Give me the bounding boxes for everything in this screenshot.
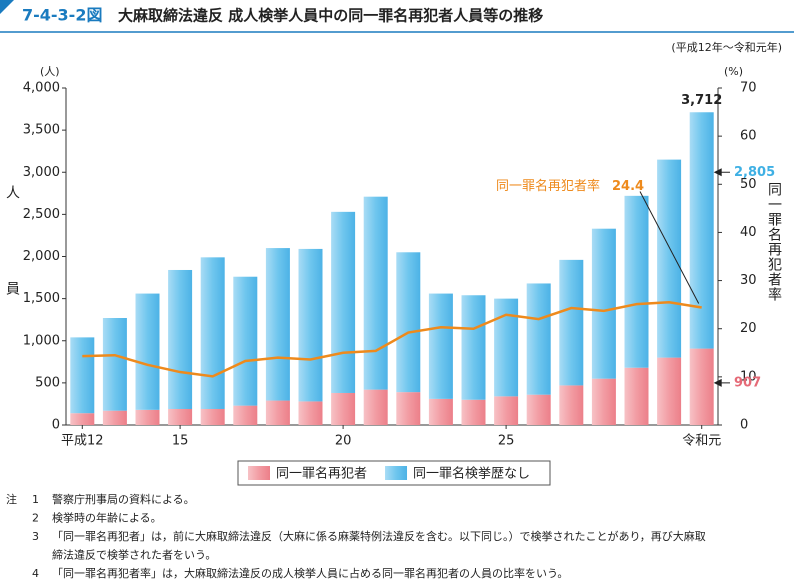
y-tick-label: 500 [35, 375, 60, 390]
bar [70, 337, 95, 414]
corner-mark [0, 0, 14, 14]
y2-tick-label: 40 [740, 225, 757, 240]
bar [526, 283, 551, 395]
y2-unit: (%) [724, 65, 743, 78]
x-tick-label: 25 [498, 434, 515, 449]
bar [559, 259, 584, 386]
note-text: 検挙時の年齢による。 [52, 511, 162, 525]
bar [689, 112, 714, 349]
bar [363, 196, 388, 390]
note-text: 警察庁刑事局の資料による。 [52, 492, 195, 506]
bar [168, 269, 193, 409]
arrow-head [713, 168, 722, 177]
y-tick-label: 3,500 [23, 123, 60, 138]
bar [657, 159, 682, 358]
bar [591, 378, 616, 425]
x-tick-label: 20 [335, 434, 352, 449]
bar [331, 392, 356, 425]
bar [428, 398, 453, 425]
y2-tick-label: 50 [740, 177, 757, 192]
bar [461, 399, 486, 425]
bar [135, 409, 160, 425]
bar [591, 228, 616, 379]
bar [461, 295, 486, 400]
y2-tick-label: 20 [740, 321, 757, 336]
bar [265, 400, 290, 425]
bar [298, 401, 323, 425]
bar [102, 318, 127, 411]
y-tick-label: 3,000 [23, 165, 60, 180]
value-label: 24.4 [612, 179, 644, 194]
total-label: 3,712 [681, 93, 722, 108]
bar [689, 348, 714, 425]
bar [363, 389, 388, 425]
bar [428, 293, 453, 399]
y-tick-label: 2,500 [23, 207, 60, 222]
figure-number: 7-4-3-2図 [22, 6, 102, 25]
bar [102, 410, 127, 425]
y-tick-label: 1,500 [23, 291, 60, 306]
y-tick-label: 4,000 [23, 81, 60, 96]
notes: 注 1 警察庁刑事局の資料による。 2 検挙時の年齢による。 3 「同一罪名再犯者」は，前に… [6, 492, 706, 580]
bar [200, 257, 225, 409]
bar [494, 396, 519, 425]
x-tick-label: 令和元 [682, 434, 721, 449]
y-tick-label: 1,000 [23, 333, 60, 348]
note-number: 2 [32, 512, 39, 525]
arrow-head [713, 378, 722, 387]
y-axis-label: 人員 [4, 185, 20, 377]
y2-tick-label: 10 [740, 369, 757, 384]
note-number: 3 [32, 530, 39, 543]
bar [200, 408, 225, 425]
line-name: 同一罪名再犯者率 [496, 178, 600, 194]
value-label: 2,805 [734, 165, 775, 180]
bar [233, 276, 258, 406]
bar [526, 394, 551, 425]
note-number: 4 [32, 567, 39, 580]
bar [559, 385, 584, 425]
legend-label: 同一罪名検挙歴なし [413, 466, 530, 482]
legend-swatch [248, 466, 270, 480]
figure-title: 大麻取締法違反 成人検挙人員中の同一罪名再犯者人員等の推移 [118, 7, 543, 25]
notes-label: 注 [6, 492, 17, 506]
bar [233, 405, 258, 425]
y-tick-label: 0 [52, 418, 60, 433]
bar [624, 195, 649, 368]
note-text: 締法違反で検挙された者をいう。 [52, 548, 216, 562]
bar [624, 367, 649, 425]
note-text: 「同一罪名再犯者率」は，大麻取締法違反の成人検挙人員に占める同一罪名再犯者の人員… [52, 566, 568, 580]
bar [265, 248, 290, 401]
subtitle: (平成12年～令和元年) [671, 40, 782, 54]
y-tick-label: 2,000 [23, 249, 60, 264]
bar [331, 211, 356, 393]
bar [135, 293, 160, 410]
y2-tick-label: 60 [740, 129, 757, 144]
legend-swatch [385, 466, 408, 480]
note-text: 「同一罪名再犯者」は，前に大麻取締法違反（大麻に係る麻薬特例法違反を含む。以下同… [52, 529, 706, 543]
bar [657, 357, 682, 425]
line [82, 300, 702, 378]
x-tick-label: 平成12 [61, 434, 104, 449]
y2-tick-label: 0 [740, 418, 748, 433]
annotation-arrow [639, 191, 700, 304]
bar [494, 298, 519, 397]
bar [298, 248, 323, 402]
bar [70, 413, 95, 425]
bar [396, 392, 421, 425]
x-tick-label: 15 [172, 434, 189, 449]
legend-label: 同一罪名再犯者 [276, 466, 367, 482]
y2-axis-label: 同一罪名再犯者率 [766, 182, 782, 302]
y2-tick-label: 70 [740, 81, 757, 96]
value-label: 907 [734, 375, 761, 390]
y-unit: (人) [40, 65, 60, 78]
bar [168, 408, 193, 425]
note-number: 1 [32, 493, 39, 506]
y2-tick-label: 30 [740, 273, 757, 288]
bar [396, 252, 421, 393]
